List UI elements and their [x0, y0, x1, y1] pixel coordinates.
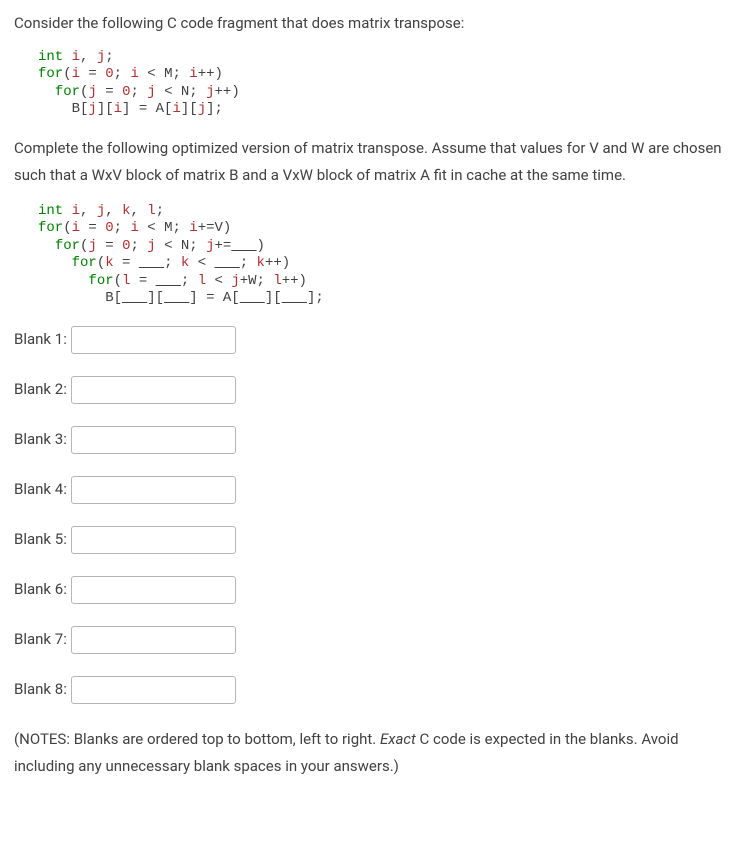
blank-label-7: Blank 7:	[14, 628, 67, 651]
blank-label-3: Blank 3:	[14, 428, 67, 451]
blank-row-2: Blank 2:	[14, 376, 731, 404]
notes-emphasis: Exact	[380, 730, 416, 748]
blank-input-5[interactable]	[71, 526, 236, 554]
blank-input-8[interactable]	[71, 676, 236, 704]
intro-text: Consider the following C code fragment t…	[14, 12, 731, 35]
blank-row-6: Blank 6:	[14, 576, 731, 604]
blank-row-3: Blank 3:	[14, 426, 731, 454]
blank-label-1: Blank 1:	[14, 328, 67, 351]
completion-text: Complete the following optimized version…	[14, 135, 731, 189]
blank-input-7[interactable]	[71, 626, 236, 654]
code-block-optimized: int i, j, k, l; for(i = 0; i < M; i+=V) …	[38, 203, 731, 308]
notes-prefix: (NOTES: Blanks are ordered top to bottom…	[14, 730, 380, 748]
blank-row-7: Blank 7:	[14, 626, 731, 654]
code-block-original: int i, j; for(i = 0; i < M; i++) for(j =…	[38, 49, 731, 119]
blank-input-3[interactable]	[71, 426, 236, 454]
blank-input-1[interactable]	[71, 326, 236, 354]
blank-input-4[interactable]	[71, 476, 236, 504]
notes-text: (NOTES: Blanks are ordered top to bottom…	[14, 726, 731, 780]
blank-input-6[interactable]	[71, 576, 236, 604]
blank-row-5: Blank 5:	[14, 526, 731, 554]
blank-label-8: Blank 8:	[14, 678, 67, 701]
blank-input-2[interactable]	[71, 376, 236, 404]
blank-row-8: Blank 8:	[14, 676, 731, 704]
blank-row-4: Blank 4:	[14, 476, 731, 504]
blank-label-4: Blank 4:	[14, 478, 67, 501]
blank-label-5: Blank 5:	[14, 528, 67, 551]
blank-row-1: Blank 1:	[14, 326, 731, 354]
blank-label-2: Blank 2:	[14, 378, 67, 401]
blank-label-6: Blank 6:	[14, 578, 67, 601]
